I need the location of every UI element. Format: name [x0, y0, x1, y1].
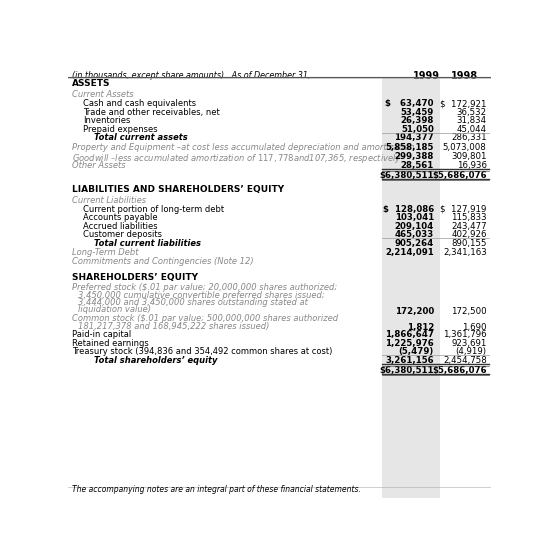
Text: Treasury stock (394,836 and 354,492 common shares at cost): Treasury stock (394,836 and 354,492 comm…	[72, 347, 332, 356]
Text: Current Assets: Current Assets	[72, 90, 134, 99]
Text: Retained earnings: Retained earnings	[72, 339, 149, 348]
Text: $  128,086: $ 128,086	[383, 205, 434, 214]
Text: Total current liabilities: Total current liabilities	[94, 239, 201, 248]
Text: 209,104: 209,104	[395, 222, 434, 231]
Text: SHAREHOLDERS’ EQUITY: SHAREHOLDERS’ EQUITY	[72, 273, 198, 282]
Text: 3,261,156: 3,261,156	[385, 356, 434, 365]
Text: $  127,919: $ 127,919	[440, 205, 487, 214]
Text: Total current assets: Total current assets	[94, 133, 187, 143]
Text: 194,377: 194,377	[394, 133, 434, 143]
Text: 45,044: 45,044	[457, 125, 487, 134]
Text: (5,479): (5,479)	[399, 347, 434, 356]
Text: Current Liabilities: Current Liabilities	[72, 196, 146, 205]
Text: Other Assets: Other Assets	[72, 161, 126, 170]
Text: 1,690: 1,690	[462, 323, 487, 331]
Text: $6,380,511: $6,380,511	[379, 172, 434, 181]
Text: 923,691: 923,691	[451, 339, 487, 348]
Text: The accompanying notes are an integral part of these financial statements.: The accompanying notes are an integral p…	[72, 485, 361, 494]
Text: 31,834: 31,834	[457, 116, 487, 125]
Text: liquidation value): liquidation value)	[78, 305, 151, 314]
Text: Accrued liabilities: Accrued liabilities	[83, 222, 158, 231]
Text: 2,214,091: 2,214,091	[385, 248, 434, 257]
Bar	[382, 77, 440, 498]
Text: 2,341,163: 2,341,163	[443, 248, 487, 257]
Text: 53,459: 53,459	[401, 108, 434, 117]
Text: Preferred stock ($.01 par value; 20,000,000 shares authorized;: Preferred stock ($.01 par value; 20,000,…	[72, 283, 337, 292]
Text: 115,833: 115,833	[451, 214, 487, 222]
Text: Cash and cash equivalents: Cash and cash equivalents	[83, 100, 196, 108]
Text: (in thousands, except share amounts)   As of December 31,: (in thousands, except share amounts) As …	[72, 71, 311, 80]
Text: 3,444,000 and 3,450,000 shares outstanding stated at: 3,444,000 and 3,450,000 shares outstandi…	[78, 298, 308, 307]
Text: 103,041: 103,041	[395, 214, 434, 222]
Text: LIABILITIES AND SHAREHOLDERS’ EQUITY: LIABILITIES AND SHAREHOLDERS’ EQUITY	[72, 185, 284, 194]
Text: Long-Term Debt: Long-Term Debt	[72, 248, 138, 257]
Text: $6,380,511: $6,380,511	[379, 366, 434, 375]
Text: Property and Equipment –at cost less accumulated depreciation and amortization: Property and Equipment –at cost less acc…	[72, 143, 415, 151]
Text: Customer deposits: Customer deposits	[83, 230, 162, 239]
Text: 402,926: 402,926	[451, 230, 487, 239]
Text: 1,812: 1,812	[407, 323, 434, 331]
Text: $   63,470: $ 63,470	[385, 100, 434, 108]
Text: $  172,921: $ 172,921	[440, 100, 487, 108]
Text: Total shareholders’ equity: Total shareholders’ equity	[94, 356, 217, 365]
Text: Accounts payable: Accounts payable	[83, 214, 158, 222]
Text: 1,361,796: 1,361,796	[443, 330, 487, 339]
Text: $5,686,076: $5,686,076	[432, 366, 487, 375]
Text: 2,454,758: 2,454,758	[443, 356, 487, 365]
Text: 51,050: 51,050	[401, 125, 434, 134]
Text: 243,477: 243,477	[451, 222, 487, 231]
Text: 181,217,378 and 168,945,222 shares issued): 181,217,378 and 168,945,222 shares issue…	[78, 321, 270, 330]
Text: 465,033: 465,033	[395, 230, 434, 239]
Text: ASSETS: ASSETS	[72, 79, 111, 88]
Text: 5,073,008: 5,073,008	[443, 143, 487, 151]
Text: 28,561: 28,561	[401, 161, 434, 170]
Text: Prepaid expenses: Prepaid expenses	[83, 125, 158, 134]
Text: 3,450,000 cumulative convertible preferred shares issued;: 3,450,000 cumulative convertible preferr…	[78, 291, 325, 300]
Text: 26,398: 26,398	[401, 116, 434, 125]
Text: 1998: 1998	[451, 71, 478, 81]
Text: 890,155: 890,155	[451, 239, 487, 248]
Text: 172,200: 172,200	[395, 306, 434, 315]
Text: Commitments and Contingencies (Note 12): Commitments and Contingencies (Note 12)	[72, 257, 253, 266]
Text: 172,500: 172,500	[451, 306, 487, 315]
Text: 286,331: 286,331	[451, 133, 487, 143]
Text: Trade and other receivables, net: Trade and other receivables, net	[83, 108, 220, 117]
Text: 1999: 1999	[413, 71, 440, 81]
Text: 5,858,185: 5,858,185	[385, 143, 434, 151]
Text: Current portion of long-term debt: Current portion of long-term debt	[83, 205, 224, 214]
Text: (4,919): (4,919)	[456, 347, 487, 356]
Text: $5,686,076: $5,686,076	[432, 172, 487, 181]
Text: 1,225,976: 1,225,976	[385, 339, 434, 348]
Text: 299,388: 299,388	[395, 152, 434, 161]
Text: 905,264: 905,264	[395, 239, 434, 248]
Text: 36,532: 36,532	[457, 108, 487, 117]
Text: Paid-in capital: Paid-in capital	[72, 330, 131, 339]
Text: 16,936: 16,936	[457, 161, 487, 170]
Text: 1,866,647: 1,866,647	[385, 330, 434, 339]
Text: Inventories: Inventories	[83, 116, 130, 125]
Text: 309,801: 309,801	[451, 152, 487, 161]
Text: Common stock ($.01 par value; 500,000,000 shares authorized: Common stock ($.01 par value; 500,000,00…	[72, 314, 338, 323]
Text: Goodwill –less accumulated amortization of $117,778 and $107,365, respectively: Goodwill –less accumulated amortization …	[72, 152, 402, 165]
